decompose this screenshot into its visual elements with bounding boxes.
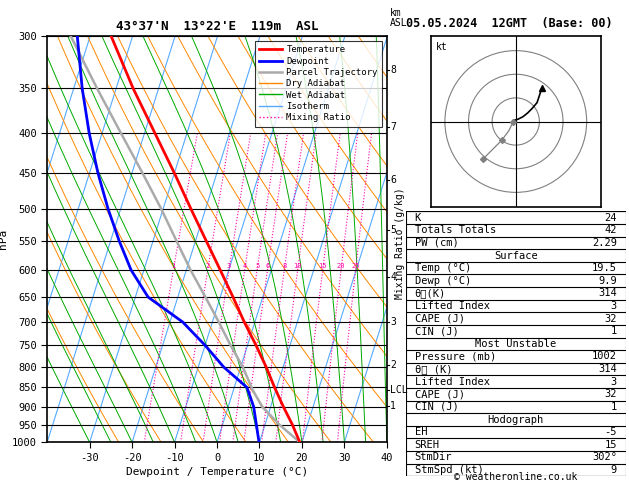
Text: 3: 3 <box>227 263 231 269</box>
Y-axis label: hPa: hPa <box>0 229 8 249</box>
Text: 3: 3 <box>611 301 617 311</box>
Text: 6: 6 <box>265 263 270 269</box>
Text: 4: 4 <box>390 272 396 282</box>
Text: CAPE (J): CAPE (J) <box>415 389 464 399</box>
Text: 1002: 1002 <box>592 351 617 362</box>
Text: 314: 314 <box>598 364 617 374</box>
Text: 8: 8 <box>282 263 286 269</box>
Text: Dewp (°C): Dewp (°C) <box>415 276 470 286</box>
Text: 6: 6 <box>390 175 396 185</box>
Text: 1: 1 <box>611 326 617 336</box>
Text: SREH: SREH <box>415 440 440 450</box>
Text: Lifted Index: Lifted Index <box>415 301 489 311</box>
Text: StmDir: StmDir <box>415 452 452 462</box>
Text: 1: 1 <box>611 402 617 412</box>
Text: 32: 32 <box>604 389 617 399</box>
Text: θᴇ (K): θᴇ (K) <box>415 364 452 374</box>
Text: 5: 5 <box>255 263 259 269</box>
Text: 20: 20 <box>337 263 345 269</box>
Text: CAPE (J): CAPE (J) <box>415 313 464 324</box>
Text: 2: 2 <box>390 360 396 370</box>
Text: © weatheronline.co.uk: © weatheronline.co.uk <box>454 472 577 482</box>
Text: 314: 314 <box>598 288 617 298</box>
Text: 7: 7 <box>390 122 396 132</box>
Text: 1: 1 <box>171 263 175 269</box>
Title: 43°37'N  13°22'E  119m  ASL: 43°37'N 13°22'E 119m ASL <box>116 19 318 33</box>
Text: 24: 24 <box>604 213 617 223</box>
Text: CIN (J): CIN (J) <box>415 326 459 336</box>
Text: 3: 3 <box>390 317 396 327</box>
Text: 9: 9 <box>611 465 617 475</box>
Text: 10: 10 <box>293 263 302 269</box>
Text: Mixing Ratio (g/kg): Mixing Ratio (g/kg) <box>395 187 405 299</box>
Text: 4: 4 <box>243 263 247 269</box>
Legend: Temperature, Dewpoint, Parcel Trajectory, Dry Adiabat, Wet Adiabat, Isotherm, Mi: Temperature, Dewpoint, Parcel Trajectory… <box>255 41 382 126</box>
Text: 19.5: 19.5 <box>592 263 617 273</box>
Text: 25: 25 <box>352 263 360 269</box>
Text: K: K <box>415 213 421 223</box>
Text: 15: 15 <box>604 440 617 450</box>
Text: 2.29: 2.29 <box>592 238 617 248</box>
Text: km
ASL: km ASL <box>390 8 408 28</box>
Text: -5: -5 <box>604 427 617 437</box>
Text: 32: 32 <box>604 313 617 324</box>
Text: StmSpd (kt): StmSpd (kt) <box>415 465 483 475</box>
Text: Hodograph: Hodograph <box>487 415 544 425</box>
Text: Lifted Index: Lifted Index <box>415 377 489 387</box>
Text: Most Unstable: Most Unstable <box>475 339 557 349</box>
Text: 15: 15 <box>318 263 327 269</box>
Text: 5: 5 <box>390 225 396 235</box>
Text: PW (cm): PW (cm) <box>415 238 459 248</box>
Text: 42: 42 <box>604 226 617 235</box>
Text: 3: 3 <box>611 377 617 387</box>
Text: 2: 2 <box>206 263 210 269</box>
Text: Temp (°C): Temp (°C) <box>415 263 470 273</box>
X-axis label: Dewpoint / Temperature (°C): Dewpoint / Temperature (°C) <box>126 467 308 477</box>
Text: Totals Totals: Totals Totals <box>415 226 496 235</box>
Text: Pressure (mb): Pressure (mb) <box>415 351 496 362</box>
Text: 302°: 302° <box>592 452 617 462</box>
Text: Surface: Surface <box>494 251 538 260</box>
Text: 8: 8 <box>390 65 396 74</box>
Text: 05.05.2024  12GMT  (Base: 00): 05.05.2024 12GMT (Base: 00) <box>406 17 613 30</box>
Text: kt: kt <box>436 42 448 52</box>
Text: LCL: LCL <box>390 385 408 395</box>
Text: CIN (J): CIN (J) <box>415 402 459 412</box>
Text: θᴇ(K): θᴇ(K) <box>415 288 446 298</box>
Text: EH: EH <box>415 427 427 437</box>
Text: 1: 1 <box>390 401 396 411</box>
Text: 9.9: 9.9 <box>598 276 617 286</box>
